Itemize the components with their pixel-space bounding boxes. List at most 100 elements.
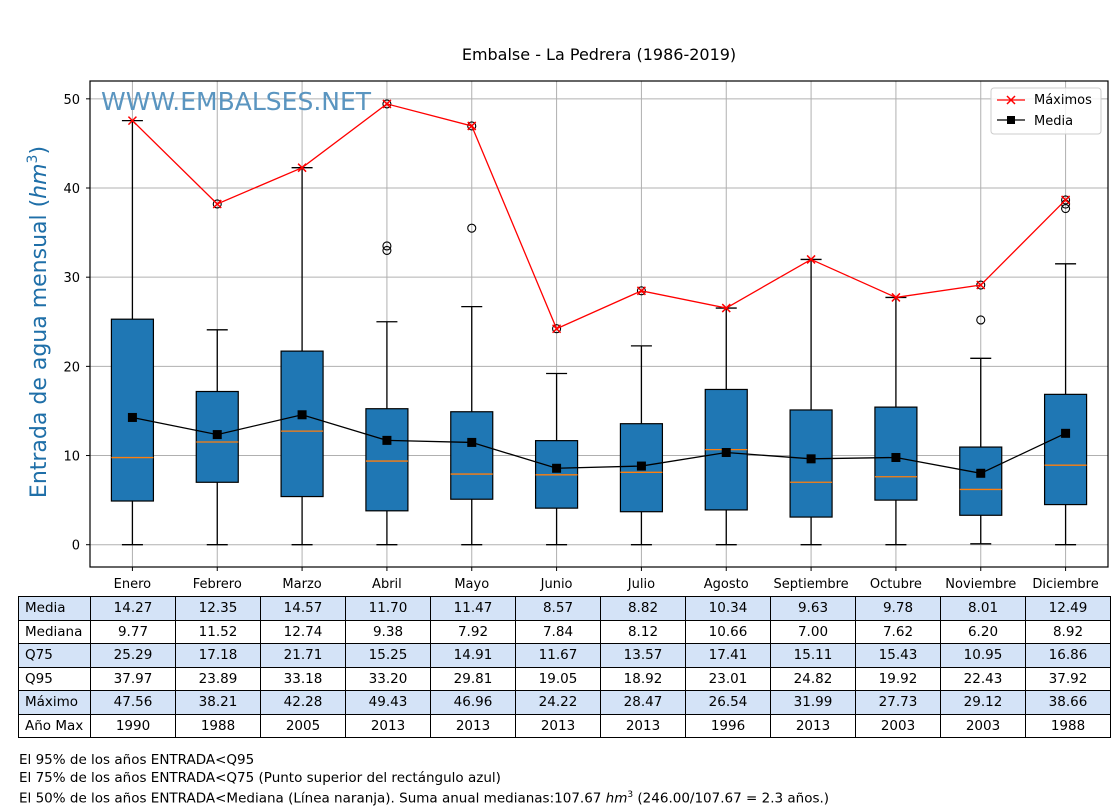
boxplot-marzo xyxy=(280,167,324,546)
legend-label: Máximos xyxy=(1034,93,1092,108)
outlier-point xyxy=(1061,203,1071,214)
data-point xyxy=(297,410,307,420)
table-cell: 2003 xyxy=(940,713,1026,738)
data-point xyxy=(1061,428,1071,438)
chart-title: Embalse - La Pedrera (1986-2019) xyxy=(462,45,736,64)
table-cell: 21.71 xyxy=(260,643,346,668)
table-cell: 14.27 xyxy=(90,596,176,621)
box xyxy=(110,318,155,502)
y-tick-label: 0 xyxy=(72,539,80,554)
box xyxy=(450,411,494,500)
x-tick-label: Mayo xyxy=(454,577,489,592)
table-cell: 10.95 xyxy=(940,643,1026,668)
x-tick-label: Agosto xyxy=(704,577,749,592)
table-cell: 8.57 xyxy=(515,596,601,621)
outlier-point xyxy=(636,286,646,296)
data-point xyxy=(212,430,222,440)
table-cell: 29.12 xyxy=(940,690,1026,715)
table-cell: 24.82 xyxy=(770,666,856,691)
row-label: Máximo xyxy=(18,690,91,715)
x-tick-label: Julio xyxy=(627,577,655,592)
table-cell: 11.70 xyxy=(345,596,431,621)
legend-item-media: Media xyxy=(997,114,1073,129)
table-cell: 11.47 xyxy=(430,596,516,621)
data-point xyxy=(297,163,307,173)
data-point xyxy=(721,448,731,458)
table-cell: 29.81 xyxy=(430,666,516,691)
outlier-point xyxy=(212,199,222,209)
table-cell: 38.21 xyxy=(175,690,261,715)
table-cell: 7.00 xyxy=(770,619,856,644)
table-cell: 8.92 xyxy=(1025,619,1111,644)
data-point xyxy=(127,412,137,422)
watermark: WWW.EMBALSES.NET xyxy=(101,87,372,116)
table-cell: 23.01 xyxy=(685,666,771,691)
data-point xyxy=(552,324,562,334)
table-cell: 1990 xyxy=(90,713,176,738)
y-axis-label: Entrada de agua mensual (hm3) xyxy=(25,146,52,498)
series-maximos xyxy=(127,99,1071,334)
table-cell: 2013 xyxy=(515,713,601,738)
table-cell: 42.28 xyxy=(260,690,346,715)
table-cell: 9.77 xyxy=(90,619,176,644)
table-cell: 2013 xyxy=(770,713,856,738)
boxplots xyxy=(110,99,1088,546)
table-cell: 7.84 xyxy=(515,619,601,644)
x-tick-label: Octubre xyxy=(870,577,922,592)
table-cell: 9.78 xyxy=(855,596,941,621)
table-row: Máximo 47.56 38.21 42.28 49.43 46.96 24.22 28.4… xyxy=(18,690,1111,715)
data-point xyxy=(891,292,901,302)
table-cell: 22.43 xyxy=(940,666,1026,691)
table-cell: 25.29 xyxy=(90,643,176,668)
boxplot-noviembre xyxy=(959,280,1003,545)
box xyxy=(789,409,833,518)
table-cell: 8.82 xyxy=(600,596,686,621)
outlier-point xyxy=(467,223,477,233)
table-cell: 31.99 xyxy=(770,690,856,715)
row-label: Mediana xyxy=(18,619,91,644)
y-tick-label: 10 xyxy=(63,450,80,465)
row-label: Año Max xyxy=(18,713,91,738)
boxplot-octubre xyxy=(874,296,918,546)
table-cell: 17.18 xyxy=(175,643,261,668)
outlier-point xyxy=(976,315,986,325)
table-cell: 9.63 xyxy=(770,596,856,621)
x-tick-label: Enero xyxy=(114,577,152,592)
boxplot-junio xyxy=(534,324,579,546)
table-cell: 33.20 xyxy=(345,666,431,691)
table-cell: 7.62 xyxy=(855,619,941,644)
table-cell: 9.38 xyxy=(345,619,431,644)
data-point xyxy=(1061,195,1071,205)
data-point xyxy=(976,280,986,290)
x-axis: Enero Febrero Marzo Abril Mayo Junio Julio Agos… xyxy=(114,567,1099,592)
y-tick-label: 20 xyxy=(63,360,80,375)
x-tick-label: Diciembre xyxy=(1032,577,1098,592)
table-cell: 33.18 xyxy=(260,666,346,691)
data-point xyxy=(721,303,731,313)
table-cell: 1988 xyxy=(175,713,261,738)
row-label: Q95 xyxy=(18,666,91,691)
table-cell: 2013 xyxy=(345,713,431,738)
note-q95: El 95% de los años ENTRADA<Q95 xyxy=(19,752,255,768)
table-cell: 2013 xyxy=(430,713,516,738)
table-cell: 14.57 xyxy=(260,596,346,621)
x-tick-label: Marzo xyxy=(282,577,321,592)
x-tick-label: Noviembre xyxy=(945,577,1016,592)
box xyxy=(959,446,1003,516)
table-cell: 12.74 xyxy=(260,619,346,644)
table-cell: 2013 xyxy=(600,713,686,738)
table-cell: 49.43 xyxy=(345,690,431,715)
table-cell: 8.12 xyxy=(600,619,686,644)
table-cell: 15.25 xyxy=(345,643,431,668)
x-marker-icon xyxy=(1006,95,1016,105)
data-point xyxy=(636,286,646,296)
row-label: Q75 xyxy=(18,643,91,668)
data-point xyxy=(806,454,816,464)
x-tick-label: Junio xyxy=(540,577,573,592)
table-row: Q95 37.97 23.89 33.18 33.20 29.81 19.05 18.92 23… xyxy=(18,666,1111,691)
table-cell: 7.92 xyxy=(430,619,516,644)
data-point xyxy=(382,435,392,445)
outlier-point xyxy=(552,324,562,334)
table-cell: 15.43 xyxy=(855,643,941,668)
table-row: Q75 25.29 17.18 21.71 15.25 14.91 11.67 13.57 17… xyxy=(18,643,1111,668)
